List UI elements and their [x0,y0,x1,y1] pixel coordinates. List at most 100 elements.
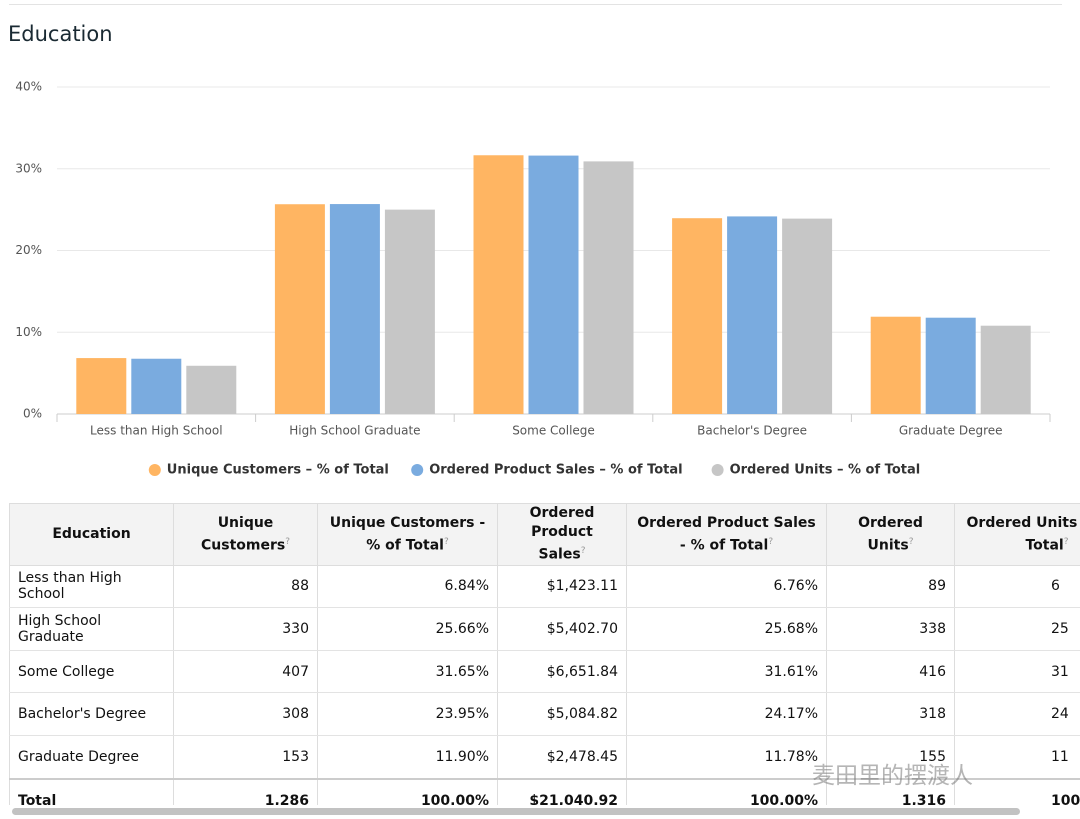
y-tick-label: 10% [15,325,42,339]
table-container: Education Unique Customers? Unique Custome… [9,503,1080,805]
help-icon[interactable]: ? [768,536,774,547]
column-header: Unique Customers? [173,503,318,566]
table-cell: 25 [954,607,1080,651]
table-cell: $2,478.45 [497,735,627,780]
column-header: Ordered Product Sales? [497,503,627,566]
table-cell: 11 [954,735,1080,780]
table-cell: 407 [173,650,318,694]
legend-label: Ordered Units – % of Total [730,463,921,478]
x-tick-label: Some College [512,424,595,438]
bar [980,325,1031,414]
x-tick-label: Graduate Degree [899,424,1003,438]
table-cell: 89 [826,565,955,609]
table-cell: 88 [173,565,318,609]
column-header: Unique Customers - % of Total? [317,503,498,566]
y-tick-label: 40% [15,80,42,94]
table-row: Bachelor's Degree 308 23.95% $5,084.82 24.17… [9,692,1080,737]
table-cell: $5,402.70 [497,607,627,651]
table-cell: 31 [954,650,1080,694]
header-text: Ordered Product Sales - % of Total [637,514,816,554]
header-text: Education [52,525,131,542]
header-text: Ordered Product Sales [529,505,595,563]
table-cell: 11.78% [626,735,827,780]
table-cell: 25.68% [626,607,827,651]
header-text: Ordered Units - % of Total [966,514,1080,554]
x-tick-label: Bachelor's Degree [697,424,807,438]
bar [274,204,325,414]
help-icon[interactable]: ? [443,536,449,547]
bar [870,316,921,414]
bar [131,358,182,414]
column-header: Education [9,503,174,566]
watermark: 麦田里的摆渡人 [812,763,973,789]
table-cell: 6.84% [317,565,498,609]
bar [76,358,127,414]
table-cell: 31.65% [317,650,498,694]
data-table: Education Unique Customers? Unique Custome… [9,503,1080,805]
table-cell: 330 [173,607,318,651]
divider [9,4,1062,5]
legend-swatch [148,464,161,476]
table-row: Graduate Degree 153 11.90% $2,478.45 11.78% 1… [9,735,1080,780]
x-tick-label: Less than High School [90,424,223,438]
y-tick-label: 20% [15,243,42,257]
table-cell: 100.00% [317,777,498,805]
bar [186,365,237,414]
y-tick-label: 30% [15,161,42,175]
help-icon[interactable]: ? [908,536,914,547]
bar [782,218,833,414]
help-icon[interactable]: ? [285,536,290,547]
table-cell: 338 [826,607,955,651]
table-cell: 31.61% [626,650,827,694]
table-cell: Total [9,777,174,805]
bar [583,161,634,414]
header-row: Education Unique Customers? Unique Custome… [9,503,1080,566]
help-icon[interactable]: ? [580,546,586,556]
bar [528,155,579,414]
table-cell: Graduate Degree [9,735,174,780]
section-title: Education [8,22,113,46]
scrollbar[interactable] [12,808,1020,815]
x-tick-label: High School Graduate [289,424,420,438]
table-row: Total 1,286 100.00% $21,040.92 100.00% 1,316 1… [9,777,1080,805]
table-cell: 100.00% [626,777,827,805]
bar [672,218,723,414]
table-cell: 23.95% [317,692,498,737]
table-row: Some College 407 31.65% $6,651.84 31.61% 416 3… [9,650,1080,694]
table-cell: 308 [173,692,318,737]
table-row: High School Graduate 330 25.66% $5,402.70 25… [9,607,1080,651]
table-cell: 153 [173,735,318,780]
table-cell: 100.00% [954,777,1080,805]
table-cell: High School Graduate [9,607,174,651]
table-cell: 24 [954,692,1080,737]
legend-swatch [411,464,424,476]
bar [925,317,976,414]
help-icon[interactable]: ? [1063,536,1069,547]
table-cell: 24.17% [626,692,827,737]
legend-label: Ordered Product Sales – % of Total [429,463,682,478]
bar [384,209,435,414]
table-cell: 6 [954,565,1080,609]
table-cell: $6,651.84 [497,650,627,694]
table-cell: $5,084.82 [497,692,627,737]
table-cell: 6.76% [626,565,827,609]
y-tick-label: 0% [23,407,42,421]
bar [727,216,778,414]
column-header: Ordered Units - % of Total? [954,503,1080,566]
table-cell: Some College [9,650,174,694]
table-cell: Bachelor's Degree [9,692,174,737]
table-cell: 11.90% [317,735,498,780]
bar [329,204,380,414]
legend: Unique Customers – % of Total Ordered Pro… [148,463,921,478]
table-cell: 155 [826,735,955,780]
legend-label: Unique Customers – % of Total [167,463,389,478]
column-header: Ordered Units? [826,503,955,566]
table-cell: $1,423.11 [497,565,627,609]
table-cell: 1,286 [173,777,318,805]
chart: Unique Customers – % of Total Ordered Pro… [15,80,1051,478]
header-text: Unique Customers - % of Total [329,514,486,554]
table-cell: $21,040.92 [497,777,627,805]
table-cell: 416 [826,650,955,694]
table-row: Less than High School 88 6.84% $1,423.11 6.7… [9,565,1080,609]
